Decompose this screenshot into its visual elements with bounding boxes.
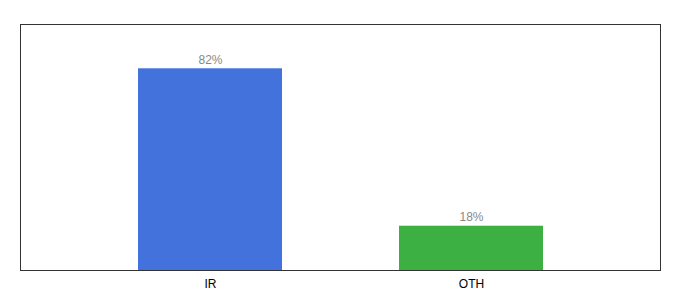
svg-text:82%: 82%: [198, 53, 222, 67]
svg-text:OTH: OTH: [459, 277, 484, 291]
svg-text:18%: 18%: [459, 210, 483, 224]
svg-text:IR: IR: [205, 277, 217, 291]
